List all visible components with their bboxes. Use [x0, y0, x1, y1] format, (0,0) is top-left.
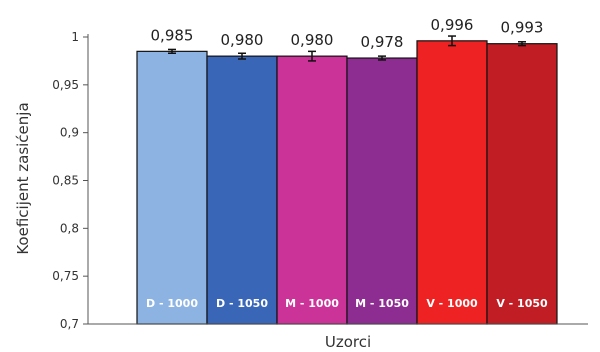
bar-group: 0,978 M - 1050 [346, 33, 418, 325]
y-axis: 0,7 0,75 0,8 0,85 0,9 0,95 1 [52, 30, 89, 331]
bar-group: 0,993 V - 1050 [486, 19, 558, 325]
data-label: 0,996 [431, 16, 474, 34]
bar-group: 0,985 D - 1000 [136, 26, 208, 325]
bar-group: 0,996 V - 1000 [416, 16, 488, 325]
y-tick-label: 0,75 [52, 269, 79, 283]
bar-group: 0,980 M - 1000 [276, 31, 348, 325]
bar [416, 40, 488, 325]
y-tick-label: 0,7 [60, 317, 79, 331]
category-label: V - 1050 [496, 297, 548, 310]
category-label: D - 1050 [216, 297, 268, 310]
data-label: 0,980 [221, 31, 264, 49]
category-label: V - 1000 [426, 297, 478, 310]
y-tick-label: 0,9 [60, 126, 79, 140]
y-tick-label: 0,85 [52, 174, 79, 188]
x-axis-title: Uzorci [325, 333, 371, 351]
bar [486, 43, 558, 325]
category-label: M - 1000 [285, 297, 339, 310]
y-tick-label: 1 [71, 30, 79, 44]
data-label: 0,993 [501, 19, 544, 37]
y-axis-title: Koeficijent zasićenja [14, 102, 32, 254]
bar [276, 55, 348, 325]
category-label: D - 1000 [146, 297, 198, 310]
bar [206, 55, 278, 325]
bar-group: 0,980 D - 1050 [206, 31, 278, 325]
y-tick-label: 0,8 [60, 221, 79, 235]
y-tick-label: 0,95 [52, 78, 79, 92]
bar [136, 50, 208, 325]
data-label: 0,978 [361, 33, 404, 51]
bar [346, 57, 418, 325]
data-label: 0,985 [151, 26, 194, 44]
category-label: M - 1050 [355, 297, 409, 310]
data-label: 0,980 [291, 31, 334, 49]
